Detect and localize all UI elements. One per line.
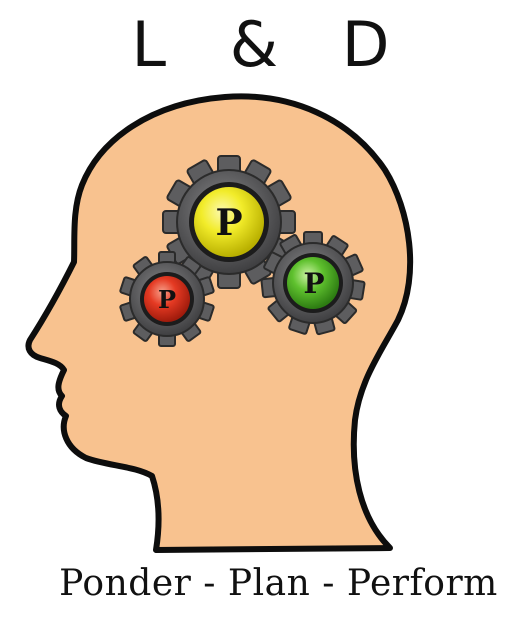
gear-red: P	[119, 251, 215, 347]
logo-tagline: Ponder - Plan - Perform	[59, 563, 498, 604]
gear-yellow-letter: P	[215, 202, 242, 244]
gear-green-letter: P	[303, 267, 324, 300]
head-silhouette	[25, 93, 414, 553]
gear-yellow: P	[162, 155, 296, 289]
logo-title: L & D	[131, 8, 412, 81]
gear-red-letter: P	[158, 285, 176, 314]
gear-green: P	[260, 231, 366, 336]
